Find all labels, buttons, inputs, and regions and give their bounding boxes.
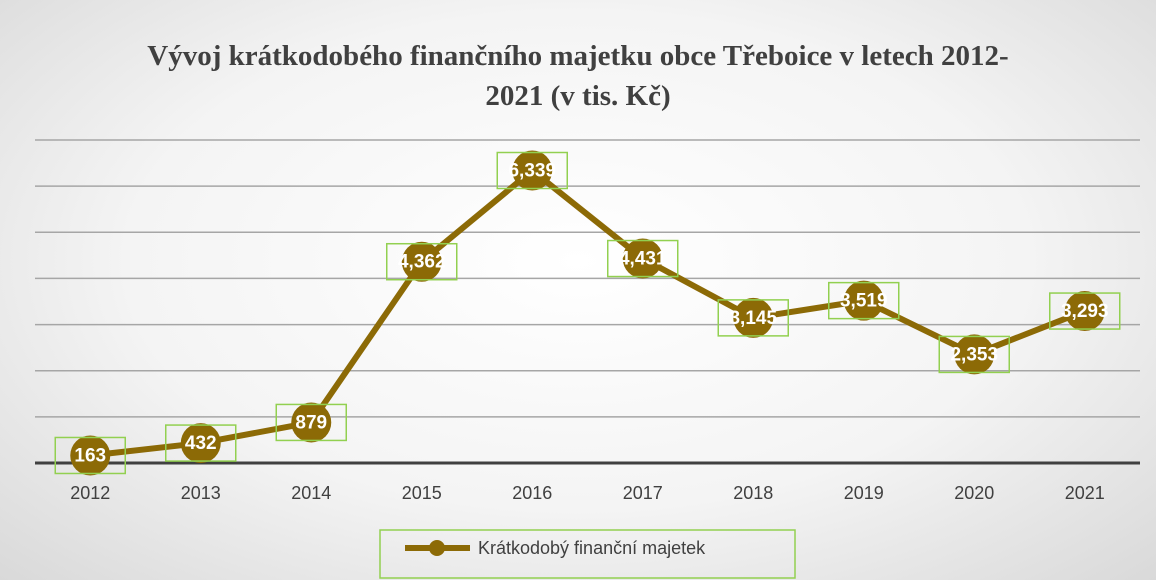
x-tick-label: 2021 bbox=[1065, 483, 1105, 503]
data-label-box bbox=[165, 424, 237, 462]
legend-label: Krátkodobý finanční majetek bbox=[478, 538, 706, 558]
x-tick-label: 2014 bbox=[291, 483, 331, 503]
data-label-box bbox=[496, 151, 568, 190]
legend-box bbox=[379, 529, 796, 579]
data-label: 3,145 bbox=[729, 308, 777, 329]
data-label: 4,362 bbox=[398, 252, 446, 273]
x-tick-label: 2019 bbox=[844, 483, 884, 503]
legend-marker bbox=[429, 540, 445, 556]
data-point bbox=[843, 280, 884, 321]
data-point bbox=[70, 435, 111, 476]
x-tick-label: 2020 bbox=[954, 483, 994, 503]
data-point bbox=[733, 297, 774, 338]
data-point bbox=[401, 241, 442, 282]
data-point bbox=[622, 238, 663, 279]
data-point bbox=[180, 423, 221, 464]
data-label-box bbox=[386, 242, 458, 281]
data-label: 3,519 bbox=[840, 291, 888, 312]
data-label: 4,431 bbox=[619, 249, 667, 270]
x-tick-label: 2017 bbox=[623, 483, 663, 503]
x-tick-label: 2018 bbox=[733, 483, 773, 503]
x-tick-label: 2012 bbox=[70, 483, 110, 503]
data-point bbox=[512, 150, 553, 191]
x-tick-label: 2013 bbox=[181, 483, 221, 503]
data-point bbox=[291, 402, 332, 443]
x-tick-label: 2016 bbox=[512, 483, 552, 503]
chart-title: Vývoj krátkodobého finančního majetku ob… bbox=[147, 40, 1009, 112]
series-line bbox=[89, 167, 1086, 459]
data-label-box bbox=[717, 299, 789, 337]
data-label-box bbox=[828, 281, 900, 320]
data-label-box bbox=[607, 239, 679, 278]
data-label: 2,353 bbox=[950, 344, 998, 365]
data-point bbox=[1064, 291, 1105, 332]
data-label: 432 bbox=[185, 433, 217, 454]
data-label: 3,293 bbox=[1061, 301, 1109, 322]
data-label-box bbox=[938, 335, 1010, 374]
x-tick-label: 2015 bbox=[402, 483, 442, 503]
data-point bbox=[954, 334, 995, 375]
data-label-box bbox=[1049, 292, 1121, 330]
data-label: 879 bbox=[295, 412, 327, 433]
data-label: 163 bbox=[74, 445, 106, 466]
data-label-box bbox=[54, 436, 126, 475]
data-label: 6,339 bbox=[508, 161, 556, 182]
data-label-box bbox=[275, 403, 347, 442]
